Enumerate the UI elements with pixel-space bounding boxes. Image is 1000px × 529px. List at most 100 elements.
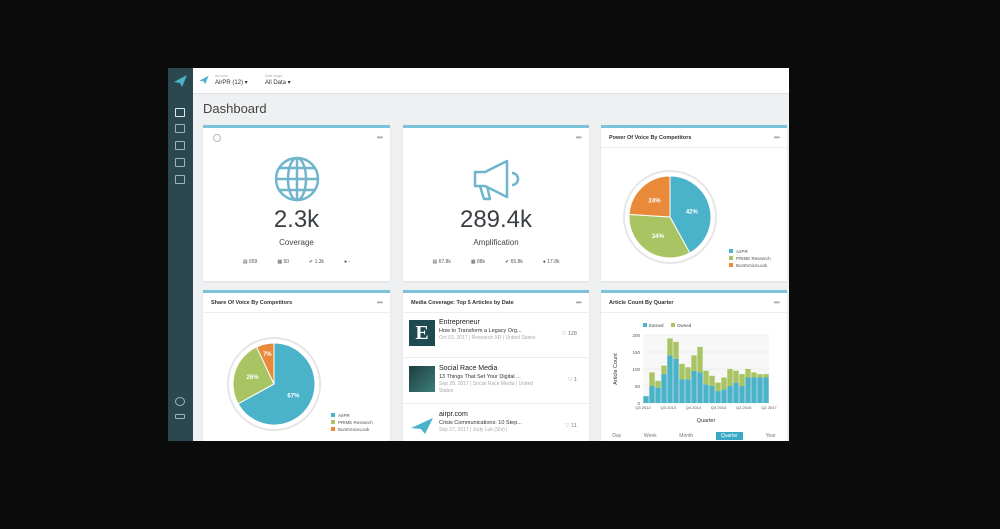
stat-other: ● - [344,259,351,265]
article-item[interactable]: airpr.com Crisis Communications: 10 Step… [403,406,589,441]
date-value: All Data ▾ [265,80,291,86]
card-menu-button[interactable]: ••• [376,133,383,142]
entrepreneur-logo: E [409,320,435,346]
y-tick-label: 150 [632,350,640,355]
bar-earned [667,355,673,403]
bar-earned [643,396,649,403]
bar-earned [709,386,715,403]
bar-earned [679,379,685,403]
bar-owned [655,380,661,388]
share-of-voice-card: Share Of Voice By Competitors ••• 67% 26%… [203,290,390,441]
globe-icon [274,156,320,202]
bar-earned [685,379,691,403]
x-axis-label: Quarter [697,418,716,424]
bar-earned [757,377,763,403]
article-title[interactable]: 13 Things That Set Your Digital ... [439,374,521,380]
date-selector[interactable]: Date range All Data ▾ [265,74,291,86]
article-meta: Sep 27, 2017 | Judy Luk (Shi) | [439,427,508,433]
stat-articles: ▤ 659 [242,259,258,265]
x-tick-label: Q3 2012 [635,405,651,410]
settings-icon[interactable] [175,397,185,406]
article-source: airpr.com [439,411,468,418]
card-title: Article Count By Quarter [601,293,787,313]
coverage-stats: ▤ 659 ▦ 50 ✔ 1.3k ● - [203,259,390,265]
bar-owned [703,370,709,385]
bar-owned [697,346,703,373]
card-menu-button[interactable]: ••• [773,298,780,307]
info-icon[interactable] [213,134,221,142]
article-count: ♡ 128 [561,331,577,337]
sidebar [168,68,193,441]
article-title[interactable]: How to Transform a Legacy Org... [439,328,522,334]
bar-owned [745,369,751,378]
bar-earned [763,377,769,403]
article-item[interactable]: E Entrepreneur How to Transform a Legacy… [403,314,589,358]
tab-day[interactable]: Day [612,433,622,439]
stat-twitter: ✔ 65.8k [505,259,523,265]
y-tick-label: 200 [632,333,640,338]
article-item[interactable]: Social Race Media 13 Things That Set You… [403,360,589,404]
legend-item: AirPR [729,248,771,255]
card-title: Power Of Voice By Competitors [601,128,787,148]
bar-owned [649,372,655,386]
stat-facebook: ▦ 88k [470,259,486,265]
card-menu-button[interactable]: ••• [376,298,383,307]
amplification-label: Amplification [473,238,519,247]
account-selector[interactable]: Account AirPR (12) ▾ [215,74,248,86]
card-menu-button[interactable]: ••• [575,133,582,142]
article-count: ♡ 1 [567,377,577,383]
legend: AirPR PRIME Research BurstVoiceLook [331,412,373,433]
card-menu-button[interactable]: ••• [773,133,780,142]
tab-quarter[interactable]: Quarter [715,432,743,440]
page-title: Dashboard [203,101,267,116]
bar-owned [679,363,685,380]
bar-owned [715,382,721,392]
airpr-logo-icon [174,75,187,87]
media-coverage-card: Media Coverage: Top 5 Articles by Date •… [403,290,589,441]
article-count: ♡ 11 [564,423,577,429]
logout-icon[interactable] [175,414,185,419]
bar-owned [667,338,673,356]
legend-item: BurstVoiceLook [729,262,771,269]
slice-label: 26% [247,375,260,381]
bar-owned [757,374,763,378]
legend-item: PRIME Research [331,419,373,426]
slice-label: 67% [287,393,300,399]
article-meta: Oct 03, 2017 | Research XR | United Stat… [439,335,536,341]
tab-week[interactable]: Week [643,433,657,439]
bar-earned [733,382,739,403]
legend: AirPR PRIME Research BurstVoiceLook [729,248,771,269]
dashboard-icon[interactable] [175,108,185,117]
app-window: Account AirPR (12) ▾ Date range All Data ▾… [168,68,789,441]
legend-item: PRIME Research [729,255,771,262]
bar-earned [721,389,727,403]
card-menu-button[interactable]: ••• [575,298,582,307]
bar-earned [703,384,709,403]
airpr-logo-icon [199,75,209,85]
share-of-voice-pie: 67% 26% 7% [227,337,321,431]
stat-outlets: ▦ 50 [277,259,289,265]
tab-month[interactable]: Month [679,433,694,439]
bar-owned [727,369,733,386]
card-title: Share Of Voice By Competitors [203,293,390,313]
legend-item: AirPR [331,412,373,419]
x-tick-label: Q2 2017 [761,405,777,410]
account-label: Account [215,74,228,78]
coverage-value: 2.3k [273,206,320,233]
reports-icon[interactable] [175,124,185,133]
tab-year[interactable]: Year [765,433,776,439]
bar-earned [727,386,733,403]
y-tick-label: 50 [635,384,641,389]
bar-owned [661,365,667,375]
stat-news: ▤ 67.8k [432,259,451,265]
article-title[interactable]: Crisis Communications: 10 Step... [439,420,522,426]
tasks-icon[interactable] [175,141,185,150]
bar-earned [655,387,661,403]
amplification-card: ••• 289.4k Amplification ▤ 67.8k ▦ 88k ✔… [403,125,589,281]
legend-swatch [671,323,675,327]
pie-slice [669,175,712,254]
calendar-icon[interactable] [175,158,185,167]
list-icon[interactable] [175,175,185,184]
pie-slice [628,213,691,259]
article-count-chart: 0 50 100 150 200 Q3 2012 Q3 2013 Q4 2014 Q3 2015… [613,323,777,424]
